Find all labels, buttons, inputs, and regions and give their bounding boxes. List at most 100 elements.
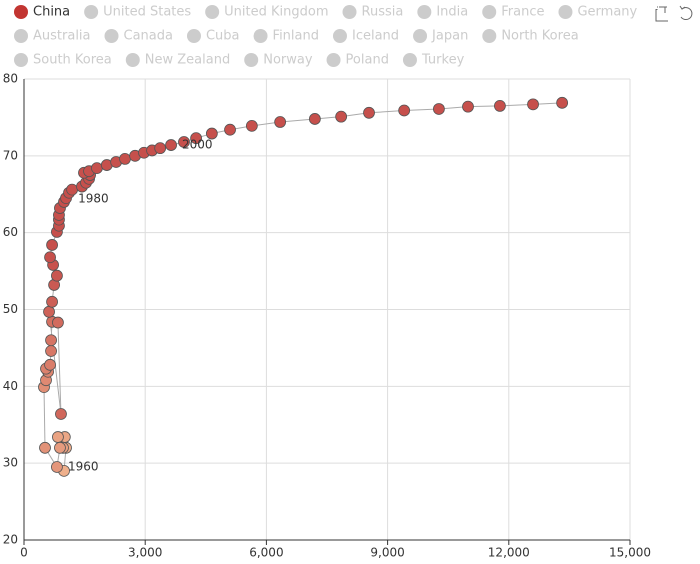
legend-item[interactable]: Germany [558, 5, 638, 20]
point [245, 119, 258, 132]
legend-swatch [14, 53, 28, 67]
point [66, 183, 78, 196]
legend-label: Norway [263, 53, 313, 68]
legend-label: New Zealand [145, 53, 230, 68]
annotation: 2000 [182, 138, 213, 152]
point [51, 461, 63, 473]
point [363, 106, 375, 119]
legend-item[interactable]: Poland [326, 53, 389, 68]
point [190, 132, 203, 145]
legend-label: Turkey [421, 53, 465, 68]
restore-icon[interactable] [679, 5, 693, 21]
legend-swatch [413, 29, 428, 43]
zoom-icon[interactable] [655, 6, 668, 22]
legend-item[interactable]: United States [84, 5, 191, 20]
legend-label: Iceland [352, 29, 399, 44]
point [462, 100, 474, 113]
point [119, 153, 131, 165]
point [46, 295, 58, 308]
legend-swatch [14, 5, 28, 19]
legend-label: United States [103, 5, 191, 20]
y-tick-label: 40 [3, 379, 18, 393]
x-tick-label: 9,000 [370, 546, 404, 560]
point [308, 113, 321, 125]
legend-swatch [104, 29, 119, 43]
point [52, 316, 64, 329]
legend-item[interactable]: United Kingdom [205, 5, 329, 20]
legend-swatch [482, 29, 497, 43]
point [433, 103, 445, 115]
legend-swatch [482, 5, 497, 19]
annotation: 1960 [68, 460, 99, 474]
legend-swatch [244, 53, 259, 67]
legend-swatch [326, 53, 341, 67]
legend-item[interactable]: Cuba [186, 29, 240, 44]
y-tick-label: 70 [3, 148, 18, 162]
legend-item[interactable]: Japan [413, 29, 468, 44]
point [45, 334, 57, 347]
legend-item[interactable]: China [14, 5, 70, 20]
point [43, 305, 55, 318]
point [39, 441, 51, 454]
legend-swatch [125, 53, 140, 67]
point [44, 358, 56, 371]
legend-item[interactable]: Russia [342, 5, 404, 20]
legend-label: China [33, 5, 70, 20]
legend-label: Russia [362, 5, 404, 20]
point [398, 104, 411, 117]
y-tick-label: 80 [3, 72, 18, 86]
legend-swatch [253, 29, 268, 43]
legend-item[interactable]: New Zealand [125, 53, 230, 68]
point [44, 251, 56, 264]
x-tick-label: 12,000 [488, 546, 530, 560]
x-tick-label: 3,000 [128, 546, 162, 560]
x-tick-label: 0 [20, 546, 28, 560]
point [52, 431, 64, 443]
point [46, 239, 58, 251]
point [335, 110, 348, 123]
point [224, 123, 236, 136]
point [494, 99, 506, 112]
x-tick-label: 15,000 [609, 546, 651, 560]
legend-label: France [501, 5, 544, 20]
legend-swatch [205, 5, 220, 19]
legend-label: South Korea [33, 53, 112, 68]
legend-item[interactable]: Iceland [332, 29, 399, 44]
point [55, 408, 67, 420]
legend-label: Finland [273, 29, 319, 44]
legend-swatch [14, 29, 28, 43]
legend-item[interactable]: India [417, 5, 468, 20]
legend-item[interactable]: Turkey [402, 53, 465, 68]
legend-swatch [84, 5, 99, 19]
point [527, 98, 539, 111]
trail-segment [57, 322, 64, 415]
legend-label: Poland [346, 53, 389, 68]
y-tick-label: 30 [3, 456, 18, 470]
legend-item[interactable]: France [482, 5, 544, 20]
point [154, 142, 167, 155]
point [45, 345, 57, 357]
legend-item[interactable]: South Korea [14, 53, 112, 68]
legend-item[interactable]: Finland [253, 29, 319, 44]
legend-item[interactable]: Canada [104, 29, 173, 44]
legend-item[interactable]: North Korea [482, 29, 579, 44]
legend-item[interactable]: Australia [14, 29, 91, 44]
legend-swatch [186, 29, 201, 43]
trail-segment [41, 386, 47, 448]
y-tick-label: 50 [3, 302, 18, 316]
legend-item[interactable]: Norway [244, 53, 313, 68]
legend-swatch [558, 5, 573, 19]
point [178, 136, 190, 148]
point [165, 139, 177, 151]
point [556, 96, 569, 109]
legend-swatch [342, 5, 357, 19]
legend-swatch [402, 53, 417, 67]
point [51, 269, 63, 282]
x-tick-label: 6,000 [249, 546, 283, 560]
legend-label: North Korea [501, 29, 578, 44]
legend-label: Japan [431, 29, 468, 44]
point [205, 127, 218, 140]
annotation: 1980 [78, 191, 109, 205]
legend-swatch [417, 5, 432, 19]
legend-label: United Kingdom [224, 5, 328, 20]
